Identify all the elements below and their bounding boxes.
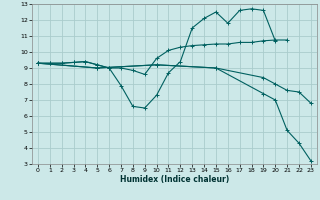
X-axis label: Humidex (Indice chaleur): Humidex (Indice chaleur)	[120, 175, 229, 184]
